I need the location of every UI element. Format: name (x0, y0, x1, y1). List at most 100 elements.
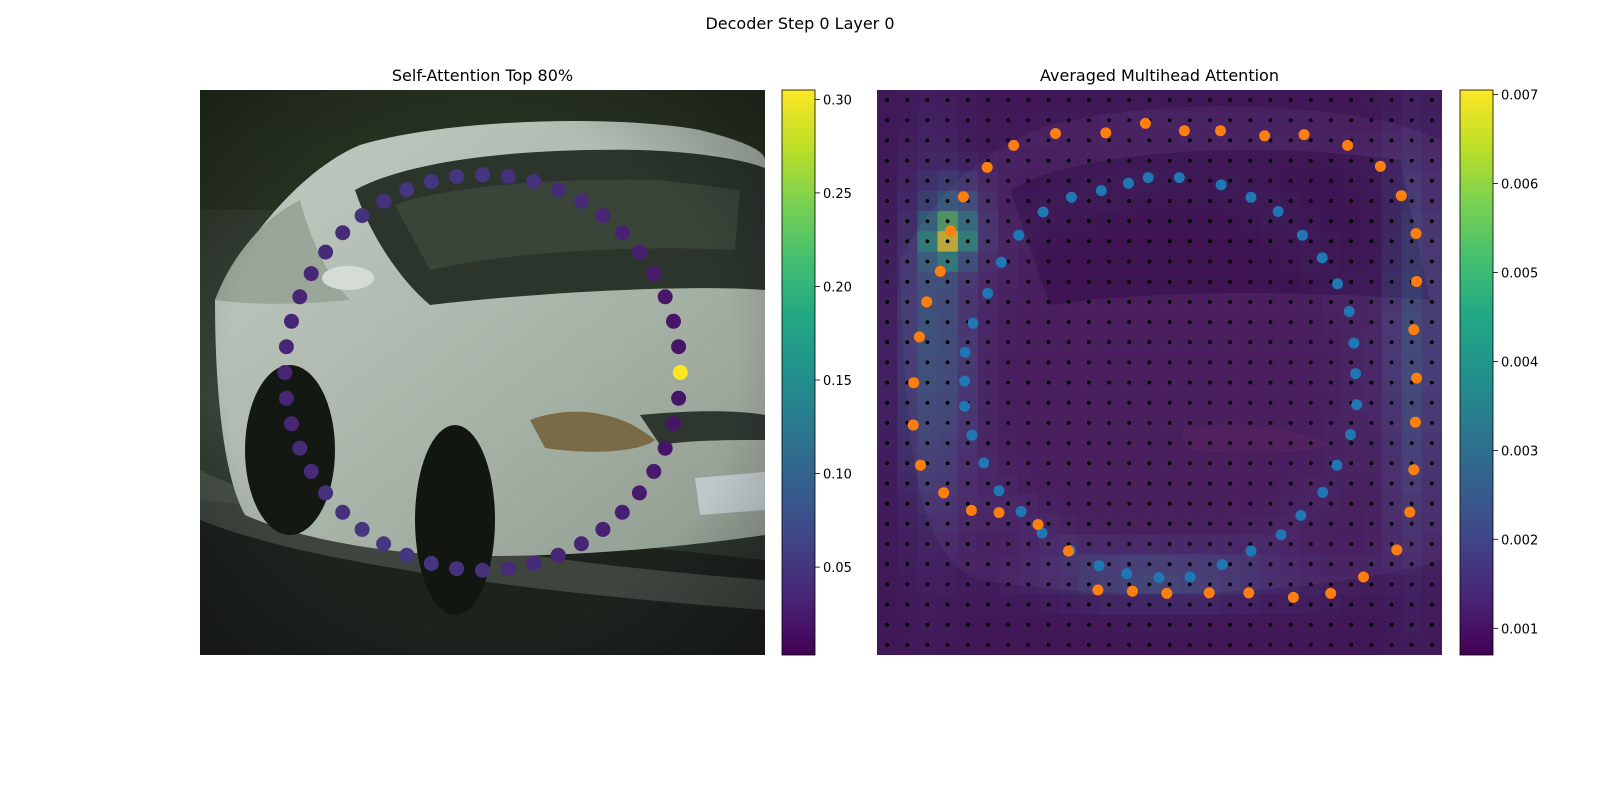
grid-dot (1288, 421, 1293, 425)
grid-dot (1228, 400, 1232, 405)
reference-point (982, 287, 994, 299)
grid-dot (1288, 441, 1293, 445)
grid-dot (1248, 441, 1253, 445)
grid-dot (1349, 320, 1354, 324)
grid-dot (986, 279, 990, 284)
reference-point (913, 331, 925, 343)
grid-dot (1087, 199, 1091, 203)
grid-dot (1167, 461, 1172, 466)
grid-dot (1228, 582, 1232, 587)
grid-dot (925, 98, 930, 102)
grid-dot (986, 521, 990, 526)
attention-point (573, 193, 589, 209)
grid-dot (1268, 360, 1273, 365)
grid-dot (1066, 562, 1071, 567)
grid-dot (1369, 340, 1374, 345)
grid-dot (1369, 300, 1374, 304)
grid-dot (1430, 542, 1434, 546)
grid-dot (1046, 542, 1051, 546)
grid-dot (885, 461, 889, 466)
grid-dot (905, 178, 910, 183)
grid-dot (925, 461, 930, 466)
reference-point (1161, 587, 1173, 599)
grid-dot (1006, 138, 1011, 143)
grid-dot (1006, 98, 1011, 102)
grid-dot (1389, 320, 1394, 324)
grid-dot (1006, 562, 1011, 567)
grid-dot (1046, 400, 1051, 405)
reference-point (907, 419, 919, 431)
grid-dot (1308, 340, 1313, 345)
right-heatmap (877, 90, 1442, 655)
grid-dot (986, 441, 990, 445)
grid-dot (1430, 158, 1434, 163)
grid-dot (1329, 400, 1333, 405)
grid-dot (1248, 421, 1253, 425)
grid-dot (1107, 340, 1111, 345)
grid-dot (1127, 542, 1132, 546)
grid-dot (1167, 521, 1172, 526)
grid-dot (905, 380, 910, 385)
grid-dot (1228, 118, 1232, 123)
grid-dot (1187, 461, 1192, 466)
grid-dot (1187, 239, 1192, 244)
grid-dot (1430, 239, 1434, 244)
grid-dot (1087, 118, 1091, 123)
grid-dot (1208, 219, 1212, 224)
reference-point (1100, 127, 1112, 139)
grid-dot (1248, 400, 1253, 405)
grid-dot (1288, 239, 1293, 244)
grid-dot (1228, 461, 1232, 466)
grid-dot (1268, 320, 1273, 324)
grid-dot (1046, 562, 1051, 567)
grid-dot (1066, 582, 1071, 587)
reference-point (1298, 129, 1310, 141)
grid-dot (1187, 622, 1192, 627)
grid-dot (1066, 340, 1071, 345)
grid-dot (1046, 501, 1051, 506)
grid-dot (1268, 118, 1273, 123)
colorbar-tick-label: 0.20 (823, 280, 852, 295)
grid-dot (1066, 501, 1071, 506)
grid-dot (1409, 441, 1414, 445)
grid-dot (945, 622, 950, 627)
grid-dot (1248, 461, 1253, 466)
grid-dot (1369, 441, 1374, 445)
grid-dot (1369, 118, 1374, 123)
grid-dot (925, 158, 930, 163)
grid-dot (1228, 562, 1232, 567)
grid-dot (1127, 259, 1132, 264)
reference-point (1259, 130, 1271, 142)
grid-dot (1430, 582, 1434, 587)
grid-dot (885, 602, 889, 607)
grid-dot (1329, 138, 1333, 143)
grid-dot (945, 300, 950, 304)
grid-dot (1268, 602, 1273, 607)
attention-point (595, 208, 611, 224)
grid-dot (1147, 98, 1152, 102)
grid-dot (1228, 340, 1232, 345)
reference-point (1316, 252, 1328, 264)
grid-dot (1430, 300, 1434, 304)
grid-dot (1187, 178, 1192, 183)
grid-dot (1389, 582, 1394, 587)
grid-dot (1268, 138, 1273, 143)
grid-dot (1107, 239, 1111, 244)
attention-point (614, 504, 630, 520)
reference-point (1351, 399, 1363, 411)
grid-dot (1087, 400, 1091, 405)
grid-dot (1308, 582, 1313, 587)
colorbar-tick-label: 0.001 (1501, 622, 1538, 637)
grid-dot (1066, 178, 1071, 183)
grid-dot (1369, 239, 1374, 244)
grid-dot (1208, 118, 1212, 123)
grid-dot (1046, 622, 1051, 627)
grid-dot (1369, 320, 1374, 324)
grid-dot (1308, 98, 1313, 102)
grid-dot (925, 320, 930, 324)
grid-dot (1107, 441, 1111, 445)
grid-dot (1046, 643, 1051, 647)
grid-dot (1389, 562, 1394, 567)
grid-dot (945, 219, 950, 224)
attention-point (671, 339, 687, 355)
